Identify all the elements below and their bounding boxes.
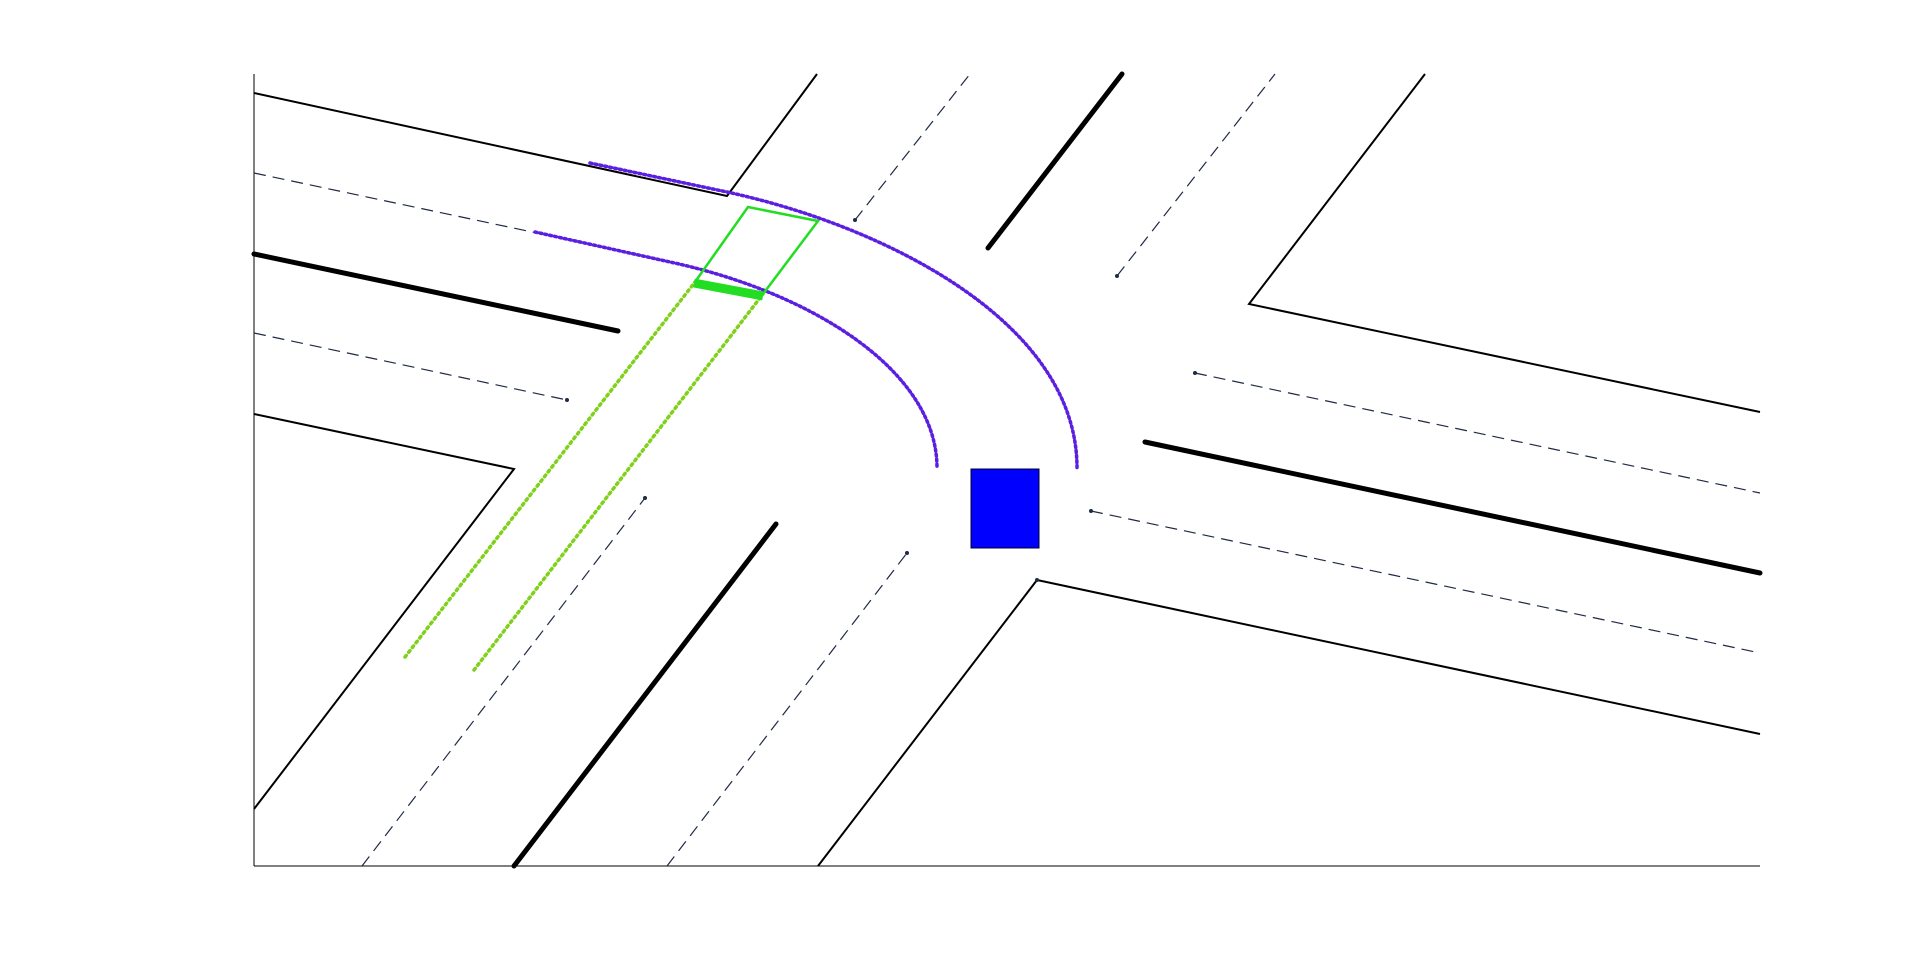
lane-end-dot <box>1035 578 1039 582</box>
lane-dividers <box>251 71 1763 869</box>
planned-path <box>533 161 1079 470</box>
other-vehicle-path-left <box>403 280 697 659</box>
lane-marking-north-right <box>1116 73 1276 277</box>
lane-markings <box>253 73 1761 867</box>
road-edge-bottom-left <box>253 413 516 810</box>
lane-end-dot <box>1193 371 1197 375</box>
planned-path-outer <box>588 161 1079 470</box>
other-vehicle-path <box>403 280 765 672</box>
lane-marking-endpoints <box>565 218 1197 582</box>
planned-path-inner <box>533 230 939 470</box>
road-edge-top-left <box>253 73 818 198</box>
road-edge-top-right <box>1247 73 1761 413</box>
divider-north <box>985 71 1125 251</box>
lane-end-dot <box>905 551 909 555</box>
lane-marking-east-lower <box>1090 510 1761 654</box>
divider-west <box>251 251 621 334</box>
other-vehicle-front-bar <box>693 278 764 301</box>
lane-marking-north-left <box>854 73 971 221</box>
lane-marking-west-lower <box>253 332 568 401</box>
lane-end-dot <box>565 398 569 402</box>
ego-vehicle <box>970 468 1040 549</box>
lane-end-dot <box>643 496 647 500</box>
divider-east <box>1142 439 1763 576</box>
lane-end-dot <box>1089 509 1093 513</box>
lane-end-dot <box>1115 274 1119 278</box>
divider-south <box>511 521 779 869</box>
other-vehicle-body <box>692 205 821 296</box>
other-vehicle <box>692 205 821 301</box>
plot-axes <box>253 74 1760 867</box>
lane-marking-south-right <box>666 552 908 867</box>
lane-marking-south-left <box>361 497 646 867</box>
lane-end-dot <box>853 218 857 222</box>
lane-marking-west-upper <box>253 172 566 240</box>
lane-marking-east-upper <box>1194 372 1761 494</box>
other-vehicle-path-right <box>472 292 765 672</box>
